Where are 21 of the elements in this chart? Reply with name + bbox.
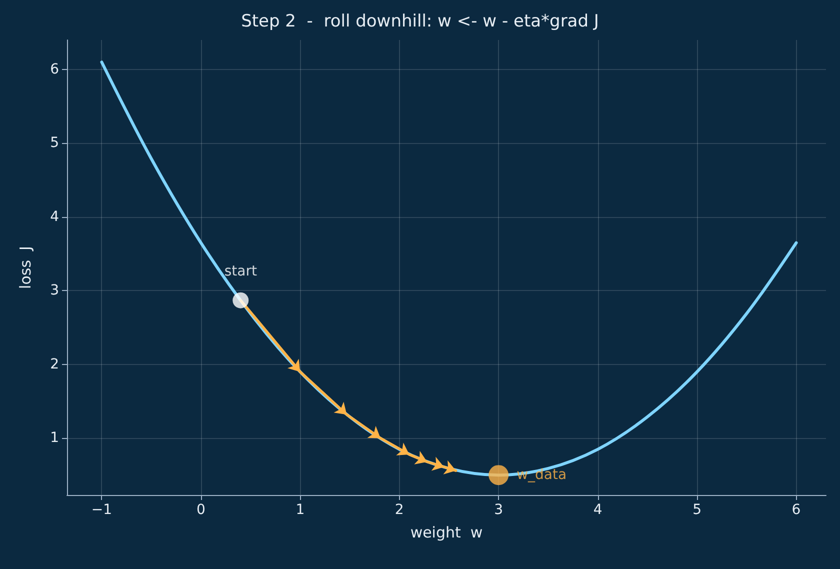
series-label: w_data (516, 467, 567, 484)
point (488, 465, 509, 486)
x-axis-title: weight w (410, 524, 483, 542)
y-tick-label: 5 (50, 135, 59, 152)
point (232, 292, 249, 308)
series-label: start (224, 263, 258, 280)
y-axis-title: loss J (16, 246, 34, 289)
x-tick-label: 4 (593, 502, 602, 518)
y-tick-label: 1 (50, 430, 59, 446)
x-tick-label: 3 (494, 502, 504, 518)
chart-title: Step 2 - roll downhill: w <- w - eta*grad J (241, 12, 599, 32)
x-tick-label: 1 (296, 502, 305, 518)
y-tick-label: 4 (50, 208, 60, 225)
y-tick-label: 6 (50, 62, 60, 78)
x-tick-label: 5 (692, 502, 702, 518)
x-tick-label: 6 (792, 502, 801, 518)
x-tick-label: 0 (196, 502, 206, 518)
x-tick-label: 2 (394, 502, 404, 518)
x-tick-label: −1 (91, 502, 112, 518)
y-tick-label: 3 (50, 282, 59, 299)
y-tick-label: 2 (50, 356, 59, 372)
